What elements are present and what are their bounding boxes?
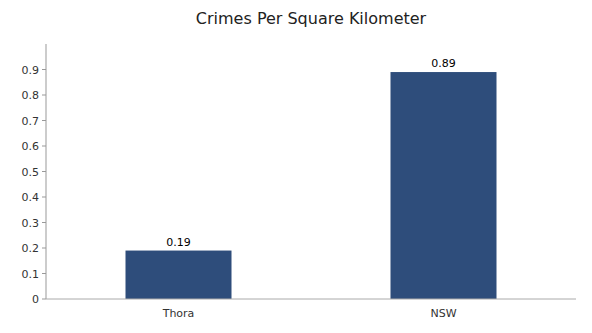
chart-svg: Crimes Per Square Kilometer 0 0.1 0.2 0.3 0.4… — [0, 0, 592, 333]
x-tick-label: Thora — [162, 307, 195, 320]
y-tick-label: 0.4 — [22, 191, 40, 204]
y-tick — [42, 146, 46, 147]
y-tick — [42, 222, 46, 223]
y-tick — [42, 69, 46, 70]
y-tick-label: 0.1 — [22, 268, 40, 281]
data-label: 0.19 — [166, 236, 191, 249]
y-tick — [42, 248, 46, 249]
y-tick — [42, 95, 46, 96]
bars — [126, 72, 497, 299]
y-tick — [42, 273, 46, 274]
y-tick — [42, 120, 46, 121]
y-tick-label: 0.8 — [22, 89, 40, 102]
data-label: 0.89 — [431, 57, 456, 70]
bar — [391, 72, 497, 299]
x-axis-line — [46, 299, 576, 300]
bar — [126, 251, 232, 299]
y-tick-label: 0.5 — [22, 166, 40, 179]
y-tick — [42, 299, 46, 300]
y-tick-label: 0.6 — [22, 140, 40, 153]
y-tick-label: 0.7 — [22, 115, 40, 128]
y-tick-label: 0.2 — [22, 242, 40, 255]
chart-container: Crimes Per Square Kilometer 0 0.1 0.2 0.3 0.4… — [0, 0, 592, 333]
x-tick-label: NSW — [430, 307, 456, 320]
y-tick — [42, 171, 46, 172]
title: Crimes Per Square Kilometer — [196, 9, 427, 28]
y-tick-label: 0.3 — [22, 217, 40, 230]
page: {"chart_data": {"type": "bar", "title": … — [0, 0, 592, 333]
y-tick-label: 0 — [32, 293, 39, 306]
y-tick-label: 0.9 — [22, 64, 40, 77]
y-tick — [42, 197, 46, 198]
